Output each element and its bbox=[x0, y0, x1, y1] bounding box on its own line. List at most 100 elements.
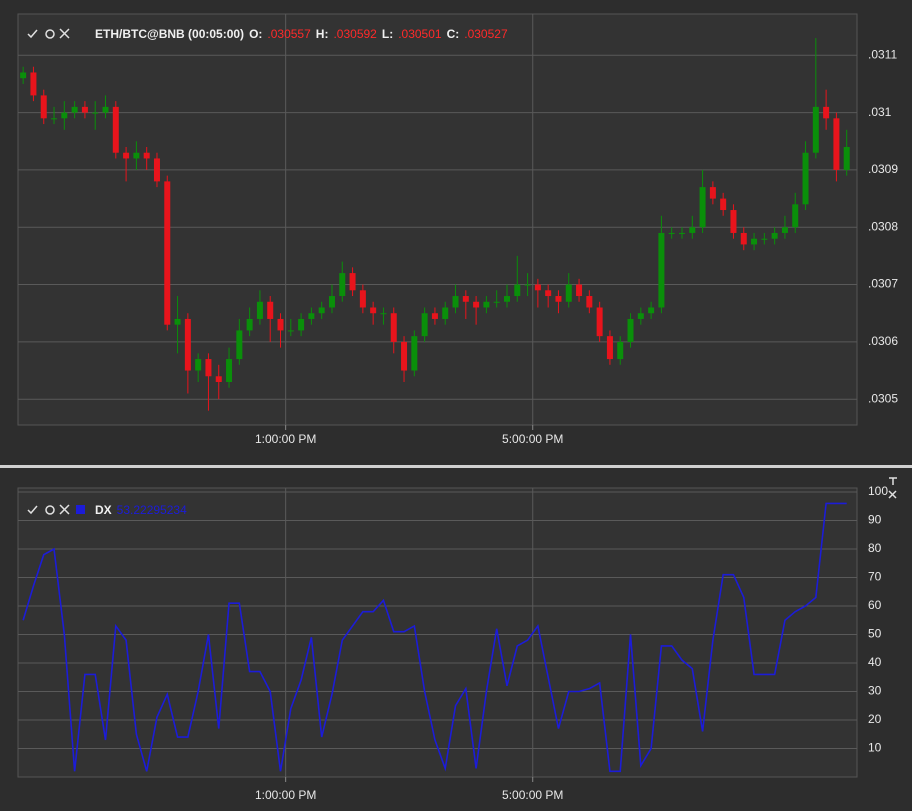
candle-body bbox=[30, 72, 37, 96]
candle-body bbox=[545, 290, 552, 297]
close-icon[interactable] bbox=[59, 504, 70, 515]
candle-body bbox=[781, 227, 788, 233]
candle-body bbox=[586, 296, 593, 308]
candle-body bbox=[431, 313, 438, 319]
candle-body bbox=[143, 152, 150, 159]
candle-body bbox=[627, 318, 634, 342]
candle-body bbox=[833, 118, 840, 170]
candle-body bbox=[751, 238, 758, 245]
candle-body bbox=[123, 152, 130, 159]
candle-body bbox=[287, 330, 294, 332]
settings-icon[interactable] bbox=[45, 505, 55, 515]
candle-body bbox=[524, 284, 531, 286]
candle-body bbox=[236, 330, 243, 360]
candle-body bbox=[823, 106, 830, 119]
candle-body bbox=[71, 106, 78, 113]
candle-body bbox=[61, 112, 68, 119]
ohlc-label: C: bbox=[446, 27, 460, 41]
y-tick-label: 70 bbox=[868, 570, 882, 584]
candle-body bbox=[246, 318, 253, 331]
candle-body bbox=[256, 301, 263, 319]
candle-body bbox=[277, 318, 284, 331]
close-icon[interactable] bbox=[59, 28, 70, 39]
dx-line bbox=[22, 502, 847, 773]
indicator-legend: DX 53.22295234 bbox=[95, 503, 187, 517]
candle-body bbox=[606, 336, 613, 360]
candle-body bbox=[699, 187, 706, 228]
y-tick-label: 100 bbox=[868, 484, 888, 498]
candle-body bbox=[812, 106, 819, 153]
candle-body bbox=[20, 72, 27, 79]
x-tick-label: 5:00:00 PM bbox=[502, 788, 563, 802]
candle-body bbox=[421, 313, 428, 337]
x-tick-label: 1:00:00 PM bbox=[255, 788, 316, 802]
candle-body bbox=[328, 296, 335, 308]
y-tick-label: .0311 bbox=[868, 47, 897, 61]
y-tick-label: 20 bbox=[868, 712, 882, 726]
candle-body bbox=[452, 296, 459, 308]
candle-body bbox=[92, 112, 99, 114]
candle-body bbox=[349, 273, 356, 291]
candle-body bbox=[442, 307, 449, 319]
legend-swatch bbox=[76, 505, 85, 514]
y-tick-label: 80 bbox=[868, 541, 882, 555]
candle-body bbox=[678, 232, 685, 234]
ohlc-label: O: bbox=[249, 27, 263, 41]
candle-body bbox=[205, 359, 212, 377]
candle-body bbox=[503, 296, 510, 302]
candle-body bbox=[81, 106, 88, 113]
candle-body bbox=[226, 359, 233, 383]
candle-body bbox=[637, 313, 644, 319]
x-tick-label: 5:00:00 PM bbox=[502, 432, 563, 446]
candle-body bbox=[298, 318, 305, 331]
y-tick-label: 30 bbox=[868, 684, 882, 698]
candle-body bbox=[617, 341, 624, 360]
check-icon[interactable] bbox=[27, 505, 38, 515]
candle-body bbox=[164, 181, 171, 325]
y-tick-label: .031 bbox=[868, 105, 892, 119]
y-tick-label: 90 bbox=[868, 513, 882, 527]
x-tick-label: 1:00:00 PM bbox=[255, 432, 316, 446]
candle-body bbox=[153, 158, 160, 182]
candle-body bbox=[843, 146, 850, 170]
candle-body bbox=[318, 307, 325, 314]
candle-body bbox=[462, 296, 469, 302]
y-tick-label: 60 bbox=[868, 598, 882, 612]
candle-body bbox=[555, 296, 562, 302]
y-tick-label: 10 bbox=[868, 741, 882, 755]
plot-area bbox=[17, 487, 858, 778]
candle-body bbox=[514, 284, 521, 297]
check-icon[interactable] bbox=[27, 29, 38, 39]
candle-body bbox=[689, 227, 696, 233]
candle-body bbox=[709, 187, 716, 199]
pin-close-icon[interactable] bbox=[888, 477, 897, 499]
candle-body bbox=[133, 152, 140, 159]
candle-body bbox=[740, 232, 747, 245]
candle-body bbox=[483, 301, 490, 308]
settings-icon[interactable] bbox=[45, 29, 55, 39]
candle-body bbox=[174, 318, 181, 325]
candle-body bbox=[658, 232, 665, 308]
candle-body bbox=[720, 198, 727, 211]
candle-body bbox=[411, 336, 418, 371]
ohlc-value: .030557 bbox=[267, 27, 311, 41]
candle-body bbox=[668, 232, 675, 234]
legend-value: 53.22295234 bbox=[116, 503, 187, 517]
candle-body bbox=[401, 341, 408, 371]
candle-body bbox=[390, 313, 397, 342]
candle-body bbox=[565, 284, 572, 302]
y-tick-label: .0307 bbox=[868, 277, 898, 291]
candle-body bbox=[112, 106, 119, 153]
candle-body bbox=[102, 106, 109, 113]
candle-body bbox=[802, 152, 809, 205]
y-tick-label: .0309 bbox=[868, 162, 898, 176]
panel-splitter[interactable] bbox=[0, 465, 912, 468]
candle-body bbox=[308, 313, 315, 319]
ohlc-value: .030527 bbox=[464, 27, 508, 41]
chart-header: ETH/BTC@BNB (00:05:00) O: .030557 H: .0305… bbox=[95, 27, 508, 41]
y-tick-label: .0305 bbox=[868, 391, 898, 405]
y-tick-label: .0306 bbox=[868, 334, 898, 348]
panel-tools[interactable] bbox=[27, 28, 897, 515]
